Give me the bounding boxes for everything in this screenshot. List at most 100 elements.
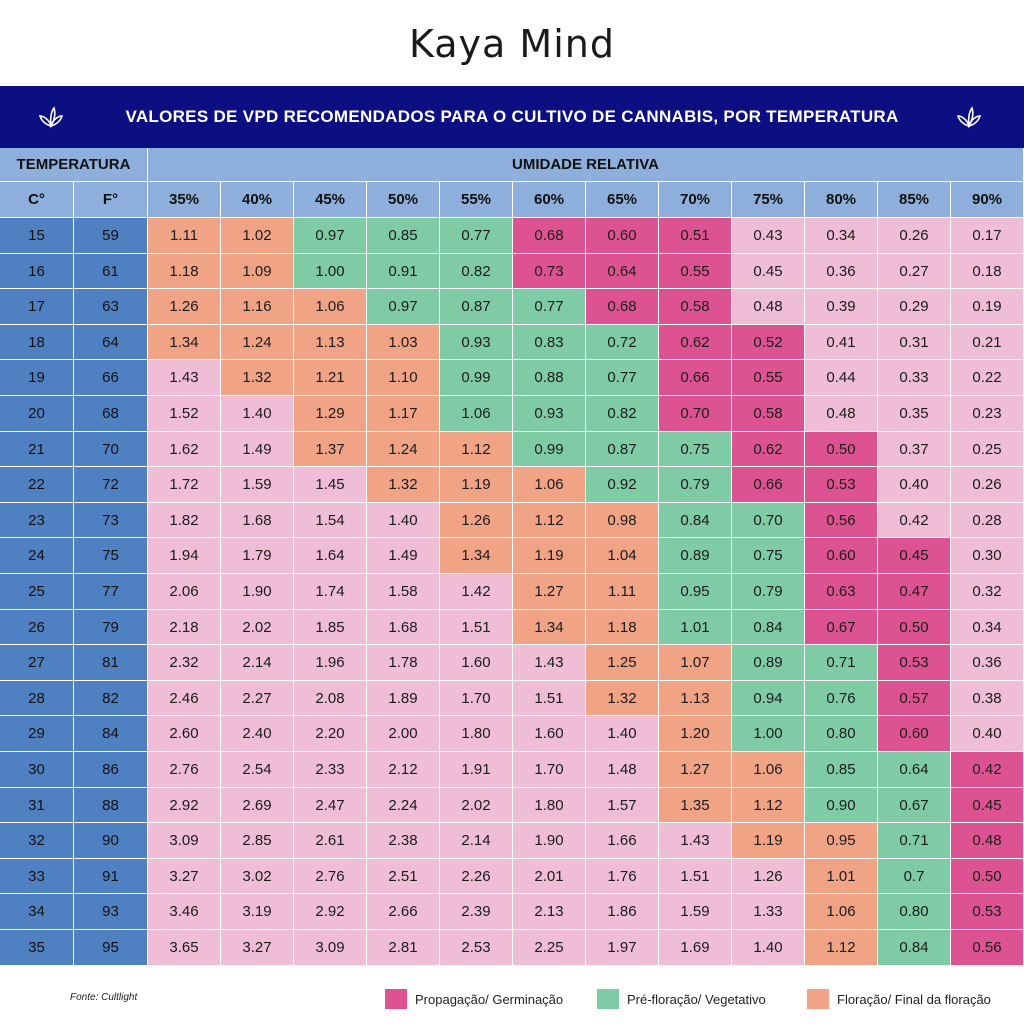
vpd-value-cell: 0.23 [951, 396, 1024, 432]
vpd-value-cell: 2.85 [221, 823, 294, 859]
vpd-value-cell: 3.02 [221, 859, 294, 894]
vpd-value-cell: 0.91 [367, 254, 440, 289]
vpd-value-cell: 0.17 [951, 218, 1024, 254]
vpd-value-cell: 1.24 [367, 432, 440, 467]
vpd-value-cell: 1.60 [513, 716, 586, 752]
vpd-value-cell: 2.51 [367, 859, 440, 894]
vpd-value-cell: 0.60 [586, 218, 659, 254]
vpd-value-cell: 1.07 [659, 645, 732, 681]
vpd-value-cell: 0.34 [951, 610, 1024, 645]
vpd-value-cell: 2.33 [294, 752, 367, 788]
vpd-value-cell: 2.53 [440, 930, 513, 966]
vpd-value-cell: 0.38 [951, 681, 1024, 716]
vpd-value-cell: 0.82 [440, 254, 513, 289]
vpd-value-cell: 3.09 [294, 930, 367, 966]
vpd-value-cell: 0.40 [951, 716, 1024, 752]
vpd-value-cell: 0.41 [805, 325, 878, 360]
vpd-value-cell: 0.22 [951, 360, 1024, 396]
vpd-value-cell: 1.40 [586, 716, 659, 752]
temp-celsius-cell: 17 [0, 289, 74, 325]
fahrenheit-header: F° [74, 182, 148, 218]
vpd-value-cell: 1.78 [367, 645, 440, 681]
vpd-value-cell: 1.06 [440, 396, 513, 432]
temp-fahrenheit-cell: 81 [74, 645, 148, 681]
vpd-value-cell: 1.54 [294, 503, 367, 538]
vpd-value-cell: 1.06 [513, 467, 586, 503]
vpd-value-cell: 1.26 [148, 289, 221, 325]
humidity-level-header: 70% [659, 182, 732, 218]
vpd-value-cell: 0.75 [659, 432, 732, 467]
vpd-value-cell: 0.60 [878, 716, 951, 752]
vpd-value-cell: 0.64 [878, 752, 951, 788]
temp-celsius-cell: 23 [0, 503, 74, 538]
humidity-level-header: 80% [805, 182, 878, 218]
vpd-value-cell: 0.80 [878, 894, 951, 930]
vpd-value-cell: 0.95 [805, 823, 878, 859]
vpd-value-cell: 1.29 [294, 396, 367, 432]
vpd-value-cell: 2.92 [294, 894, 367, 930]
temp-celsius-cell: 32 [0, 823, 74, 859]
vpd-value-cell: 1.82 [148, 503, 221, 538]
vpd-value-cell: 0.32 [951, 574, 1024, 610]
vpd-value-cell: 1.68 [221, 503, 294, 538]
vpd-value-cell: 0.71 [878, 823, 951, 859]
legend-item-propagacao: Propagação/ Germinação [385, 988, 563, 1010]
vpd-value-cell: 0.55 [659, 254, 732, 289]
temp-celsius-cell: 18 [0, 325, 74, 360]
vpd-value-cell: 2.66 [367, 894, 440, 930]
vpd-value-cell: 1.27 [659, 752, 732, 788]
vpd-value-cell: 0.99 [513, 432, 586, 467]
vpd-value-cell: 1.01 [659, 610, 732, 645]
vpd-value-cell: 2.06 [148, 574, 221, 610]
vpd-value-cell: 1.64 [294, 538, 367, 574]
temp-fahrenheit-cell: 68 [74, 396, 148, 432]
vpd-value-cell: 0.84 [878, 930, 951, 966]
vpd-value-cell: 2.76 [294, 859, 367, 894]
vpd-value-cell: 1.51 [440, 610, 513, 645]
vpd-value-cell: 1.20 [659, 716, 732, 752]
vpd-value-cell: 0.29 [878, 289, 951, 325]
vpd-value-cell: 1.12 [513, 503, 586, 538]
vpd-value-cell: 1.80 [440, 716, 513, 752]
temp-fahrenheit-cell: 84 [74, 716, 148, 752]
vpd-value-cell: 0.26 [951, 467, 1024, 503]
vpd-value-cell: 0.42 [878, 503, 951, 538]
vpd-value-cell: 0.60 [805, 538, 878, 574]
vpd-value-cell: 0.18 [951, 254, 1024, 289]
vpd-value-cell: 2.00 [367, 716, 440, 752]
vpd-value-cell: 0.62 [659, 325, 732, 360]
vpd-value-cell: 0.92 [586, 467, 659, 503]
vpd-value-cell: 1.74 [294, 574, 367, 610]
vpd-value-cell: 0.63 [805, 574, 878, 610]
vpd-value-cell: 0.34 [805, 218, 878, 254]
temp-fahrenheit-cell: 66 [74, 360, 148, 396]
vpd-value-cell: 0.56 [951, 930, 1024, 966]
vpd-value-cell: 3.19 [221, 894, 294, 930]
vpd-value-cell: 1.42 [440, 574, 513, 610]
vpd-value-cell: 0.79 [732, 574, 805, 610]
vpd-value-cell: 0.53 [805, 467, 878, 503]
vpd-value-cell: 0.82 [586, 396, 659, 432]
vpd-value-cell: 1.51 [659, 859, 732, 894]
temp-celsius-cell: 24 [0, 538, 74, 574]
vpd-value-cell: 0.85 [805, 752, 878, 788]
vpd-value-cell: 0.97 [294, 218, 367, 254]
temp-celsius-cell: 19 [0, 360, 74, 396]
vpd-value-cell: 1.43 [148, 360, 221, 396]
vpd-value-cell: 1.76 [586, 859, 659, 894]
vpd-value-cell: 0.85 [367, 218, 440, 254]
vpd-value-cell: 3.09 [148, 823, 221, 859]
vpd-value-cell: 0.72 [586, 325, 659, 360]
legend-label: Floração/ Final da floração [837, 991, 991, 1007]
vpd-value-cell: 1.03 [367, 325, 440, 360]
vpd-value-cell: 1.62 [148, 432, 221, 467]
vpd-value-cell: 0.57 [878, 681, 951, 716]
vpd-value-cell: 1.11 [148, 218, 221, 254]
temp-celsius-cell: 30 [0, 752, 74, 788]
vpd-value-cell: 1.90 [513, 823, 586, 859]
vpd-value-cell: 0.19 [951, 289, 1024, 325]
vpd-value-cell: 1.79 [221, 538, 294, 574]
humidity-level-header: 40% [221, 182, 294, 218]
vpd-value-cell: 0.66 [732, 467, 805, 503]
vpd-value-cell: 1.59 [221, 467, 294, 503]
